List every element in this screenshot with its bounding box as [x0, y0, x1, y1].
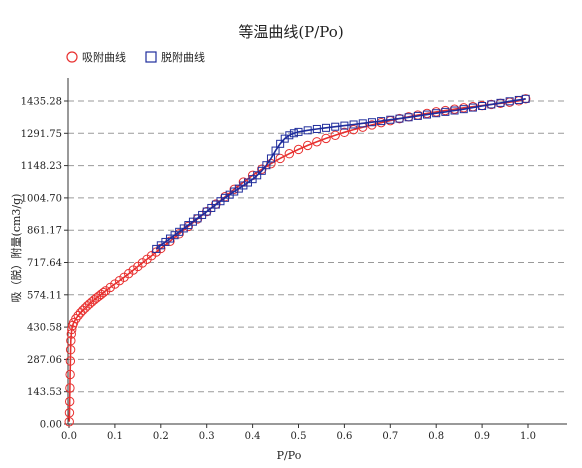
axes: [64, 78, 567, 428]
y-axis-label: 吸（脱）附量(cm3/g): [9, 194, 23, 303]
x-tick-label: 0.4: [245, 431, 261, 442]
x-axis-label: P/Po: [277, 449, 302, 462]
x-tick-label: 0.1: [107, 431, 123, 442]
x-tick-label: 0.8: [428, 431, 444, 442]
x-tick-label: 0.0: [61, 431, 77, 442]
y-tick-label: 143.53: [27, 387, 62, 398]
x-tick-label: 0.2: [153, 431, 169, 442]
y-tick-label: 1435.28: [21, 97, 62, 108]
grid-lines: [68, 101, 567, 392]
x-tick-label: 0.3: [199, 431, 215, 442]
legend-marker-adsorption: [67, 52, 77, 62]
series-adsorption: [65, 95, 530, 426]
legend-marker-desorption: [146, 52, 156, 62]
chart-title: 等温曲线(P/Po): [238, 23, 343, 41]
x-tick-label: 0.7: [382, 431, 398, 442]
x-tick-labels: 0.0 0.1 0.2 0.3 0.4 0.5 0.6 0.7 0.8 0.9 1.0: [61, 431, 536, 442]
legend-label-desorption: 脱附曲线: [161, 50, 205, 64]
y-tick-label: 1148.23: [21, 161, 62, 172]
y-tick-label: 574.11: [27, 290, 62, 301]
y-tick-label: 717.64: [27, 258, 62, 269]
x-tick-label: 0.6: [336, 431, 352, 442]
series-layer: [65, 95, 530, 426]
y-tick-label: 1291.75: [21, 129, 62, 140]
y-tick-label: 287.06: [27, 355, 62, 366]
y-tick-label: 0.00: [40, 420, 62, 431]
y-tick-labels: 0.00 143.53 287.06 430.58 574.11 717.64 861.17…: [21, 97, 62, 431]
y-tick-label: 1004.70: [21, 193, 62, 204]
legend-label-adsorption: 吸附曲线: [82, 50, 126, 64]
series-line: [69, 99, 526, 422]
y-tick-label: 430.58: [27, 323, 62, 334]
series-desorption: [153, 95, 529, 252]
x-tick-label: 1.0: [520, 431, 536, 442]
x-tick-label: 0.9: [474, 431, 490, 442]
series-line: [156, 99, 526, 249]
y-tick-label: 861.17: [27, 226, 62, 237]
legend: 吸附曲线 脱附曲线: [67, 50, 205, 64]
x-tick-label: 0.5: [291, 431, 307, 442]
